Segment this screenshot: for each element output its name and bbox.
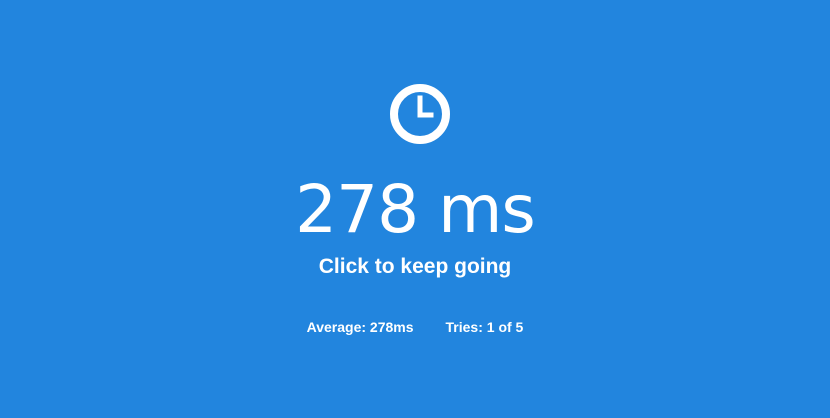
average-stat: Average: 278ms [306,319,414,335]
reaction-time-result: 278 ms [295,171,536,248]
tries-stat: Tries: 1 of 5 [445,319,524,335]
continue-instruction: Click to keep going [318,255,512,278]
stats-row: Average: 278ms Tries: 1 of 5 [0,317,830,337]
clock-icon [390,84,450,144]
